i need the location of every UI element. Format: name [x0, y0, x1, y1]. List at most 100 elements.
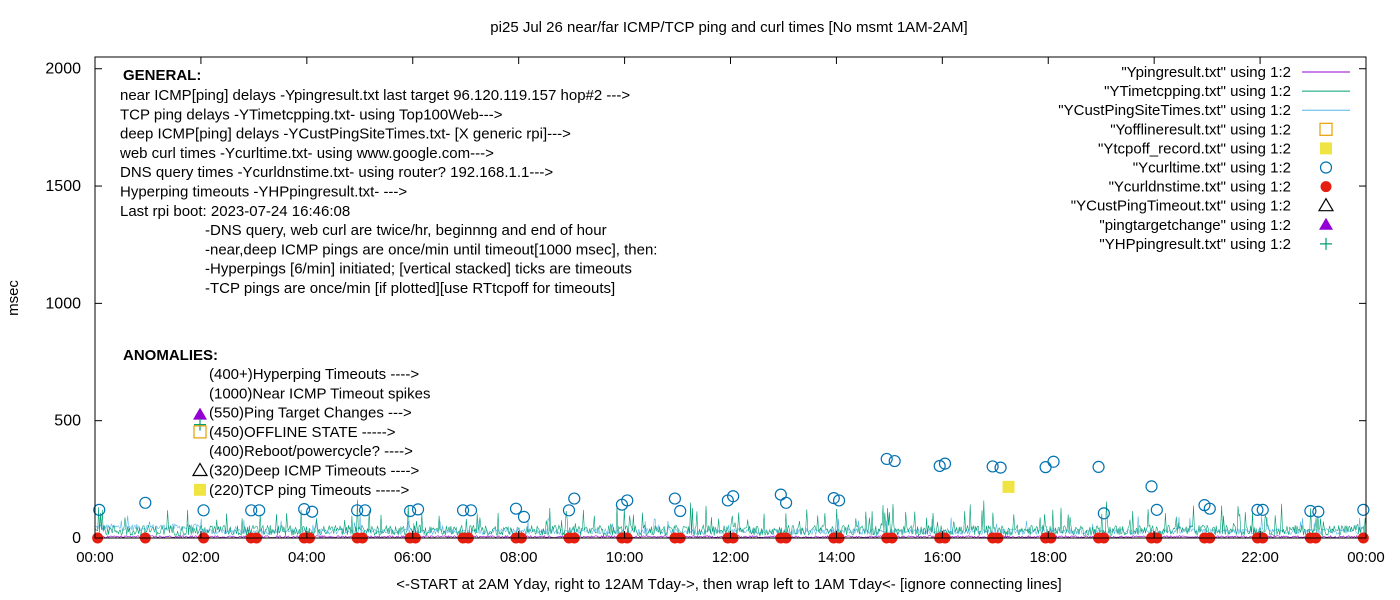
y-tick-label: 1500 [45, 178, 81, 195]
legend-label: "Ypingresult.txt" using 1:2 [1121, 64, 1291, 81]
x-tick-label: 02:00 [182, 549, 220, 566]
x-tick-label: 08:00 [500, 549, 538, 566]
y-tick-label: 0 [72, 530, 81, 547]
anomaly-line: (550)Ping Target Changes ---> [209, 405, 412, 422]
anomaly-marker [194, 418, 206, 431]
data-point [1092, 460, 1105, 474]
legend-label: "YCustPingTimeout.txt" using 1:2 [1071, 198, 1291, 215]
y-tick-label: 1000 [45, 295, 81, 312]
x-tick-label: 20:00 [1135, 549, 1173, 566]
legend-marker [1319, 161, 1333, 174]
x-axis-label: <-START at 2AM Yday, right to 12AM Tday-… [396, 576, 1061, 593]
data-point [1203, 502, 1216, 515]
data-point [1256, 503, 1269, 516]
annotations: GENERAL: near ICMP[ping] delays -Ypingres… [119, 67, 657, 499]
data-point [464, 504, 478, 517]
data-point [253, 504, 266, 517]
data-point [298, 503, 311, 516]
note-line: -Hyperpings [6/min] initiated; [vertical… [205, 261, 632, 278]
anomaly-marker [193, 407, 207, 420]
legend-label: "YCustPingSiteTimes.txt" using 1:2 [1058, 102, 1291, 119]
data-point [1097, 507, 1110, 520]
x-tick-label: 04:00 [288, 549, 326, 566]
data-point [832, 494, 846, 507]
anomaly-line: (450)OFFLINE STATE -----> [209, 424, 396, 441]
legend-marker [1319, 122, 1333, 136]
note-line: -TCP pings are once/min [if plotted][use… [205, 280, 615, 297]
legend-label: "YTimetcpping.txt" using 1:2 [1104, 83, 1291, 100]
data-point [1002, 480, 1015, 493]
data-point [888, 454, 901, 468]
anomaly-line: (220)TCP ping Timeouts -----> [209, 482, 409, 499]
x-tick-label: 10:00 [606, 549, 644, 566]
data-point [411, 503, 425, 516]
legend-marker [1317, 197, 1335, 212]
anomaly-marker [193, 425, 207, 439]
data-point [1312, 505, 1325, 518]
general-heading: GENERAL: [123, 67, 201, 84]
data-point [1357, 503, 1370, 516]
data-point [1047, 455, 1060, 468]
data-point [1039, 461, 1052, 474]
anomaly-line: (400)Reboot/powercycle? ----> [209, 443, 413, 460]
x-tick-label: 22:00 [1241, 549, 1279, 566]
general-line: TCP ping delays -YTimetcpping.txt- using… [120, 106, 503, 123]
data-point [994, 461, 1007, 474]
general-line: DNS query times -Ycurldnstime.txt- using… [120, 164, 553, 181]
anomaly-marker [191, 462, 209, 477]
data-point [668, 492, 681, 505]
data-point [93, 503, 106, 516]
data-point [139, 496, 152, 509]
legend-marker [1320, 142, 1332, 155]
data-point [517, 510, 531, 523]
chart-title: pi25 Jul 26 near/far ICMP/TCP ping and c… [490, 19, 967, 36]
data-point [674, 504, 687, 518]
data-point [1304, 504, 1317, 518]
data-point [509, 502, 523, 515]
x-tick-label: 16:00 [924, 549, 962, 566]
data-point [774, 488, 787, 501]
legend-label: "Ycurltime.txt" using 1:2 [1133, 160, 1291, 177]
data-point [938, 457, 952, 470]
data-point [306, 505, 319, 518]
anomaly-line: (320)Deep ICMP Timeouts ----> [209, 463, 419, 480]
data-point [880, 452, 893, 466]
anomaly-line: (400+)Hyperping Timeouts ----> [209, 366, 419, 383]
x-tick-label: 14:00 [818, 549, 856, 566]
data-point [1145, 480, 1158, 493]
legend-label: "Ycurldnstime.txt" using 1:2 [1109, 179, 1291, 196]
note-line: -near,deep ICMP pings are once/min until… [205, 241, 657, 258]
anomaly-marker [194, 483, 206, 496]
anomaly-line: (1000)Near ICMP Timeout spikes [209, 385, 430, 402]
general-line: web curl times -Ycurltime.txt- using www… [119, 145, 494, 162]
y-tick-label: 500 [54, 413, 81, 430]
y-axis-label: msec [5, 280, 22, 316]
legend-label: "Yofflineresult.txt" using 1:2 [1110, 121, 1291, 138]
data-point [827, 492, 840, 505]
data-point [986, 460, 999, 473]
legend-marker [1320, 237, 1332, 250]
legend-marker [1320, 181, 1332, 193]
axes: 0 500 1000 1500 2000 00:00 02:00 04:00 06:00 08:0… [45, 57, 1385, 566]
data-point [933, 459, 946, 473]
data-point [727, 490, 740, 503]
data-point [562, 504, 576, 517]
anomalies-heading: ANOMALIES: [123, 347, 218, 364]
x-tick-label: 06:00 [394, 549, 432, 566]
data-point [245, 504, 258, 517]
legend: "Ypingresult.txt" using 1:2 "YTimetcpping… [1058, 64, 1350, 253]
data-point [351, 504, 364, 517]
general-line: Hyperping timeouts -YHPpingresult.txt- -… [120, 184, 407, 201]
data-point [358, 504, 372, 517]
legend-label: "Ytcpoff_record.txt" using 1:2 [1098, 140, 1291, 157]
x-tick-label: 00:00 [76, 549, 114, 566]
x-tick-label: 18:00 [1029, 549, 1067, 566]
legend-label: "YHPpingresult.txt" using 1:2 [1099, 236, 1291, 253]
data-point [197, 504, 210, 517]
data-point [1251, 503, 1264, 516]
general-line: near ICMP[ping] delays -Ypingresult.txt … [120, 87, 630, 104]
general-line: Last rpi boot: 2023-07-24 16:46:08 [120, 203, 350, 220]
data-point [404, 504, 417, 518]
legend-marker [1319, 217, 1333, 230]
